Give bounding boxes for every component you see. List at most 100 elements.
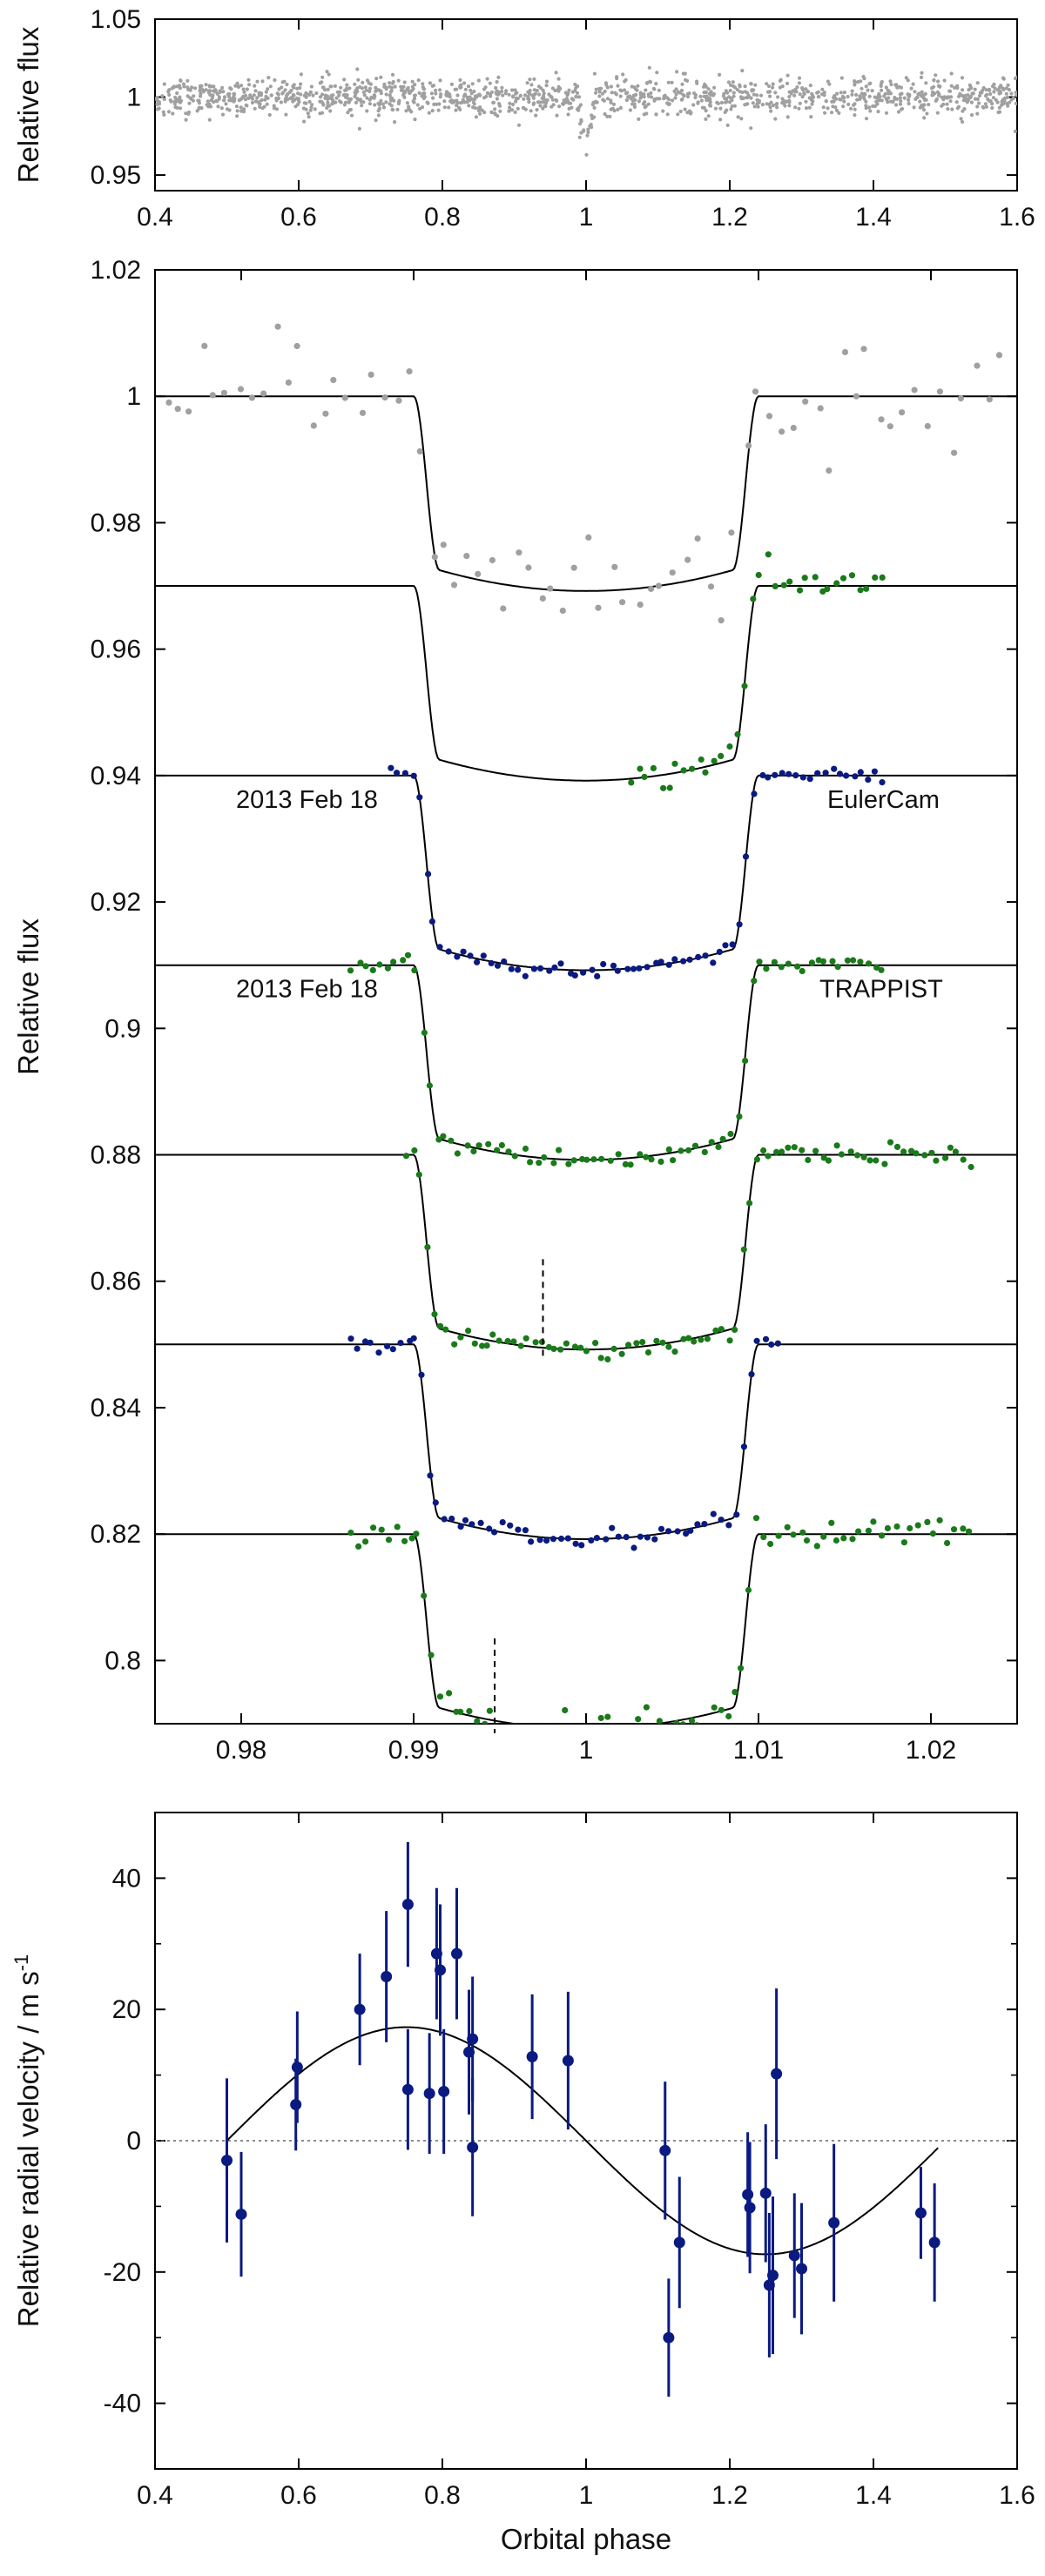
data-point bbox=[299, 82, 303, 86]
y-tick-label: 1 bbox=[126, 84, 141, 112]
data-point bbox=[838, 1151, 846, 1158]
data-point bbox=[654, 82, 658, 86]
data-point bbox=[823, 111, 827, 115]
data-point bbox=[663, 2331, 675, 2344]
data-point bbox=[528, 77, 532, 82]
data-point bbox=[638, 91, 643, 95]
data-point bbox=[583, 1726, 589, 1732]
data-point bbox=[881, 1160, 888, 1167]
data-point bbox=[797, 106, 801, 111]
data-point bbox=[621, 1728, 627, 1734]
data-point bbox=[532, 92, 537, 97]
data-point bbox=[442, 105, 447, 110]
data-point bbox=[494, 85, 498, 91]
data-point bbox=[221, 90, 226, 94]
data-point bbox=[589, 966, 596, 973]
data-point bbox=[347, 1530, 354, 1537]
data-point bbox=[421, 1592, 428, 1599]
data-point bbox=[639, 1339, 646, 1346]
data-point bbox=[254, 99, 259, 104]
data-point bbox=[174, 406, 181, 413]
data-point bbox=[171, 111, 175, 116]
data-point bbox=[267, 112, 272, 118]
data-point bbox=[376, 101, 381, 105]
data-point bbox=[729, 96, 733, 100]
data-point bbox=[732, 1326, 738, 1333]
data-point bbox=[624, 91, 629, 96]
data-point bbox=[857, 769, 864, 776]
data-point bbox=[192, 94, 196, 98]
data-point bbox=[400, 957, 407, 964]
data-point bbox=[598, 1155, 605, 1162]
data-point bbox=[541, 88, 545, 92]
data-point bbox=[311, 93, 315, 98]
data-point bbox=[753, 1337, 760, 1344]
data-point bbox=[255, 96, 260, 100]
data-point bbox=[472, 102, 476, 106]
data-point bbox=[549, 94, 553, 98]
data-point bbox=[707, 91, 711, 96]
data-point bbox=[641, 102, 646, 106]
data-point bbox=[364, 88, 368, 92]
data-point bbox=[374, 77, 379, 81]
data-point bbox=[785, 73, 790, 77]
data-point bbox=[578, 1727, 584, 1733]
data-point bbox=[165, 399, 172, 406]
data-point bbox=[320, 85, 325, 90]
data-point bbox=[408, 91, 412, 95]
data-point bbox=[307, 115, 311, 119]
data-point bbox=[986, 396, 993, 403]
data-point bbox=[866, 1157, 873, 1164]
data-point bbox=[884, 1524, 892, 1532]
data-point bbox=[522, 1145, 529, 1153]
data-point bbox=[339, 100, 343, 104]
data-point bbox=[655, 582, 663, 589]
data-point bbox=[328, 109, 333, 113]
data-point bbox=[343, 100, 348, 104]
data-point bbox=[800, 95, 805, 99]
data-point bbox=[388, 93, 392, 98]
data-point bbox=[635, 1716, 642, 1723]
data-point bbox=[476, 78, 481, 83]
data-point bbox=[1011, 96, 1015, 100]
data-point bbox=[951, 449, 958, 456]
data-point bbox=[985, 92, 989, 97]
data-point bbox=[657, 97, 662, 101]
data-point bbox=[755, 571, 762, 579]
data-point bbox=[791, 1144, 798, 1151]
data-point bbox=[899, 98, 903, 104]
data-point bbox=[410, 79, 415, 84]
data-point bbox=[397, 1340, 404, 1347]
data-point bbox=[644, 88, 648, 92]
data-point bbox=[500, 89, 504, 94]
data-point bbox=[218, 89, 222, 93]
data-point bbox=[222, 98, 226, 103]
data-point bbox=[632, 85, 637, 90]
data-point bbox=[722, 91, 726, 96]
data-point bbox=[381, 105, 387, 110]
data-point bbox=[924, 422, 931, 430]
data-point bbox=[853, 113, 857, 118]
data-point bbox=[551, 103, 556, 107]
data-point bbox=[544, 101, 549, 105]
data-point bbox=[526, 94, 530, 99]
data-point bbox=[683, 1530, 690, 1537]
data-point bbox=[365, 78, 370, 83]
data-point bbox=[235, 114, 239, 118]
data-point bbox=[920, 90, 924, 94]
data-point bbox=[760, 1534, 767, 1541]
data-point bbox=[564, 1535, 571, 1542]
data-point bbox=[274, 323, 281, 330]
data-point bbox=[522, 1335, 529, 1342]
data-point bbox=[740, 1246, 747, 1253]
data-point bbox=[306, 111, 310, 116]
data-point bbox=[283, 99, 287, 104]
data-point bbox=[691, 1142, 699, 1149]
series-points bbox=[402, 1139, 974, 1362]
data-point bbox=[536, 84, 542, 89]
data-point bbox=[485, 1140, 492, 1147]
data-point bbox=[935, 111, 940, 115]
data-point bbox=[692, 91, 697, 96]
data-point bbox=[679, 98, 684, 102]
data-point bbox=[900, 91, 904, 96]
